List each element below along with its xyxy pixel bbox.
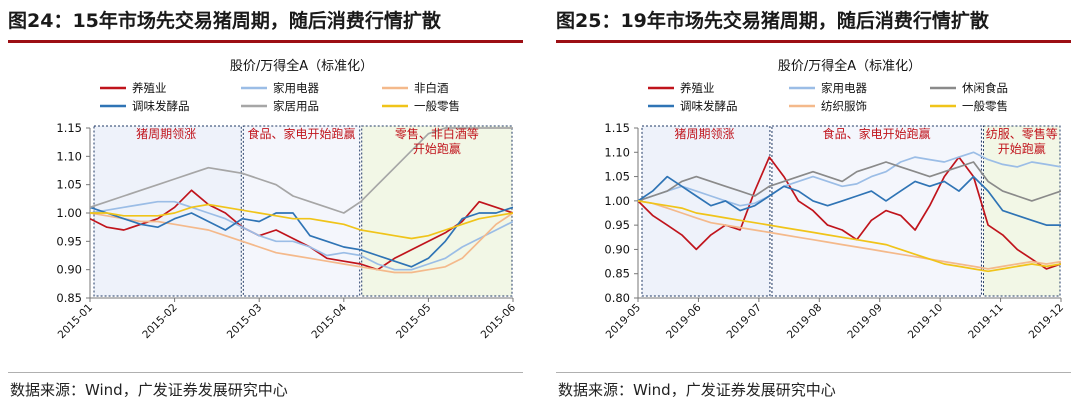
phase-label: 食品、家电开始跑赢 [823,126,931,141]
title-rule [8,40,523,43]
y-tick-label: 1.10 [56,149,82,163]
series-line [638,200,1061,273]
phase-label: 猪周期领涨 [136,126,196,141]
y-tick-label: 0.90 [56,263,82,277]
phase-label-line2: 开始跑赢 [413,141,461,156]
x-tick-label: 2019-05 [604,302,644,342]
y-tick-label: 0.80 [604,291,630,305]
series-line [638,151,1061,207]
y-tick-label: 1.05 [56,178,82,192]
source-rule [8,372,523,373]
y-tick-label: 1.15 [604,121,630,135]
y-tick-label: 0.95 [56,234,82,248]
phase-box [641,125,771,297]
x-tick-label: 2015-03 [225,302,265,342]
phase-box [771,125,982,297]
legend-label: 纺织服饰 [821,99,867,113]
chart-title: 股价/万得全A（标准化） [230,58,373,74]
series-line [90,189,513,271]
phase-label: 纺服、零售等 [986,126,1058,141]
phase-label: 食品、家电开始跑赢 [247,126,355,141]
source-note: 数据来源：Wind，广发证券发展研究中心 [10,381,288,399]
y-tick-label: 1.15 [56,121,82,135]
legend-label: 养殖业 [132,81,167,95]
legend-label: 家用电器 [821,81,867,95]
legend-label: 家用电器 [273,81,319,95]
series-line [638,161,1061,202]
x-tick-label: 2015-02 [140,302,180,342]
phase-label: 猪周期领涨 [674,126,734,141]
figure-title: 图25：19年市场先交易猪周期，随后消费行情扩散 [556,10,989,32]
x-tick-label: 2019-09 [845,302,885,342]
chart-title: 股价/万得全A（标准化） [778,58,921,74]
x-tick-label: 2019-07 [724,302,764,342]
x-tick-label: 2015-04 [309,301,349,341]
y-tick-label: 0.85 [604,267,630,281]
legend-label: 休闲食品 [962,81,1008,95]
x-tick-label: 2015-05 [394,302,434,342]
series-line [90,206,513,268]
y-tick-label: 1.00 [604,194,630,208]
figure-24: 图24：15年市场先交易猪周期，随后消费行情扩散 股价/万得全A（标准化） 养殖业… [8,0,528,413]
series-group [638,151,1061,273]
series-line [638,200,1061,270]
legend-label: 非白酒 [414,81,449,95]
series-line [90,203,513,240]
series-line [90,127,513,214]
source-note: 数据来源：Wind，广发证券发展研究中心 [558,381,836,399]
source-rule [556,372,1071,373]
legend-label: 一般零售 [962,99,1008,113]
legend-label: 调味发酵品 [132,99,190,113]
x-tick-label: 2019-11 [966,302,1006,342]
x-tick-label: 2015-01 [56,302,96,342]
series-line [638,156,1061,270]
phase-label: 零售、非白酒等 [395,126,479,141]
x-tick-label: 2019-06 [664,301,704,341]
phase-label-line2: 开始跑赢 [998,141,1046,156]
x-tick-label: 2015-06 [479,301,519,341]
series-line [638,175,1061,226]
y-tick-label: 1.00 [56,206,82,220]
figure-25: 图25：19年市场先交易猪周期，随后消费行情扩散 股价/万得全A（标准化） 养殖业… [556,0,1076,413]
x-tick-label: 2019-10 [906,302,946,342]
y-tick-label: 0.85 [56,291,82,305]
phase-box [242,125,361,297]
figure-title: 图24：15年市场先交易猪周期，随后消费行情扩散 [8,10,441,32]
series-line [90,212,513,274]
y-tick-label: 1.05 [604,170,630,184]
y-tick-label: 1.10 [604,145,630,159]
legend-label: 一般零售 [414,99,460,113]
series-line [90,200,513,271]
series-group [90,127,513,274]
legend-label: 家居用品 [273,99,319,113]
legend-label: 养殖业 [680,81,715,95]
y-tick-label: 0.95 [604,218,630,232]
x-tick-label: 2019-08 [785,302,825,342]
y-tick-label: 0.90 [604,242,630,256]
legend-label: 调味发酵品 [680,99,738,113]
x-tick-label: 2019-12 [1027,302,1067,342]
title-rule [556,40,1071,43]
